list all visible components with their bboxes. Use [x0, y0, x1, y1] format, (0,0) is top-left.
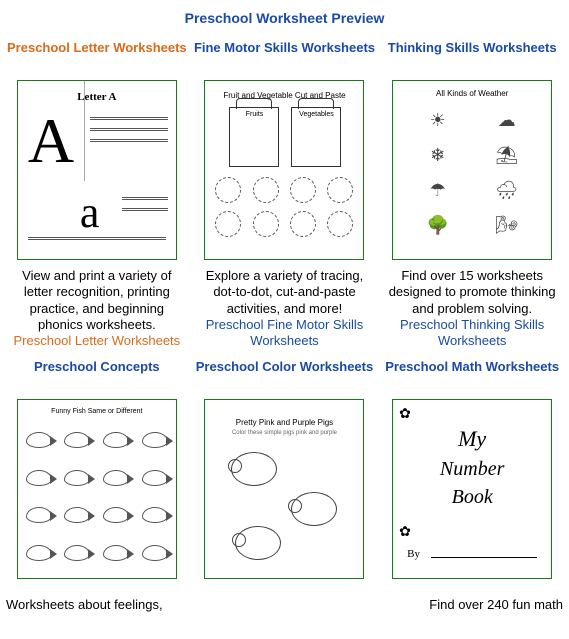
weather-grid: ☀ ☁ ❄ ⛱ ☂ 🌧 🌳 🌬 — [405, 105, 539, 241]
weather-icon: 🌳 — [405, 210, 470, 241]
weather-icon: ☂ — [405, 175, 470, 206]
card-title[interactable]: Preschool Color Worksheets — [196, 359, 373, 393]
card-link[interactable]: Preschool Thinking Skills Worksheets — [381, 317, 563, 350]
thumb-heading: All Kinds of Weather — [393, 89, 551, 98]
thumb-heading: Letter A — [18, 91, 176, 103]
card-link[interactable]: Preschool Fine Motor Skills Worksheets — [194, 317, 376, 350]
weather-icon: ⛱ — [474, 140, 539, 171]
weather-icon: 🌧 — [474, 175, 539, 206]
corner-art-icon: ✿ — [399, 524, 419, 544]
card-color: Preschool Color Worksheets Pretty Pink a… — [194, 359, 376, 587]
thumb-heading: Fruit and Vegetable Cut and Paste — [205, 91, 363, 100]
card-title[interactable]: Preschool Math Worksheets — [385, 359, 559, 393]
book-line: Number — [393, 458, 551, 481]
card-concepts: Preschool Concepts Funny Fish Same or Di… — [6, 359, 188, 587]
card-fine-motor: Fine Motor Skills Worksheets Fruit and V… — [194, 40, 376, 349]
page-title: Preschool Worksheet Preview — [2, 10, 567, 26]
pig-icon — [231, 452, 277, 486]
card-link[interactable]: Preschool Letter Worksheets — [13, 333, 180, 349]
card-desc: View and print a variety of letter recog… — [6, 268, 188, 333]
pig-icon — [235, 526, 281, 560]
weather-icon: 🌬 — [474, 210, 539, 241]
bag-label: Vegetables — [291, 111, 341, 118]
corner-art-icon: ✿ — [399, 406, 419, 426]
by-label: By — [407, 548, 420, 560]
book-line: My — [393, 426, 551, 452]
footer-text — [194, 597, 376, 612]
weather-icon: ☁ — [474, 105, 539, 136]
card-title[interactable]: Preschool Concepts — [34, 359, 160, 393]
card-title[interactable]: Fine Motor Skills Worksheets — [194, 40, 375, 74]
card-desc: Explore a variety of tracing, dot-to-dot… — [194, 268, 376, 317]
thumb-heading: Pretty Pink and Purple Pigs — [205, 418, 363, 427]
footer-partial-row: Worksheets about feelings, Find over 240… — [2, 597, 567, 612]
thumb-fish[interactable]: Funny Fish Same or Different — [17, 399, 177, 579]
bag-label: Fruits — [229, 111, 279, 118]
card-title[interactable]: Thinking Skills Worksheets — [388, 40, 557, 74]
thumb-pigs[interactable]: Pretty Pink and Purple Pigs Color these … — [204, 399, 364, 579]
pig-icon — [291, 492, 337, 526]
weather-icon: ☀ — [405, 105, 470, 136]
footer-text: Find over 240 fun math — [381, 597, 563, 612]
thumb-heading: Funny Fish Same or Different — [18, 408, 176, 415]
letter-big-a: A — [28, 109, 74, 173]
card-desc: Find over 15 worksheets designed to prom… — [381, 268, 563, 317]
thumb-sub: Color these simple pigs pink and purple — [205, 430, 363, 436]
letter-small-a: a — [80, 187, 100, 238]
footer-text: Worksheets about feelings, — [6, 597, 188, 612]
thumb-cut-paste[interactable]: Fruit and Vegetable Cut and Paste Fruits… — [204, 80, 364, 260]
worksheet-grid: Preschool Letter Worksheets Letter A A a… — [2, 40, 567, 587]
card-letter-worksheets: Preschool Letter Worksheets Letter A A a… — [6, 40, 188, 349]
thumb-letter-a[interactable]: Letter A A a — [17, 80, 177, 260]
by-line — [431, 557, 537, 558]
card-math: Preschool Math Worksheets ✿ My Number Bo… — [381, 359, 563, 587]
thumb-weather[interactable]: All Kinds of Weather ☀ ☁ ❄ ⛱ ☂ 🌧 🌳 🌬 — [392, 80, 552, 260]
book-line: Book — [393, 486, 551, 509]
card-thinking-skills: Thinking Skills Worksheets All Kinds of … — [381, 40, 563, 349]
thumb-number-book[interactable]: ✿ My Number Book ✿ By — [392, 399, 552, 579]
card-title[interactable]: Preschool Letter Worksheets — [7, 40, 187, 74]
weather-icon: ❄ — [405, 140, 470, 171]
